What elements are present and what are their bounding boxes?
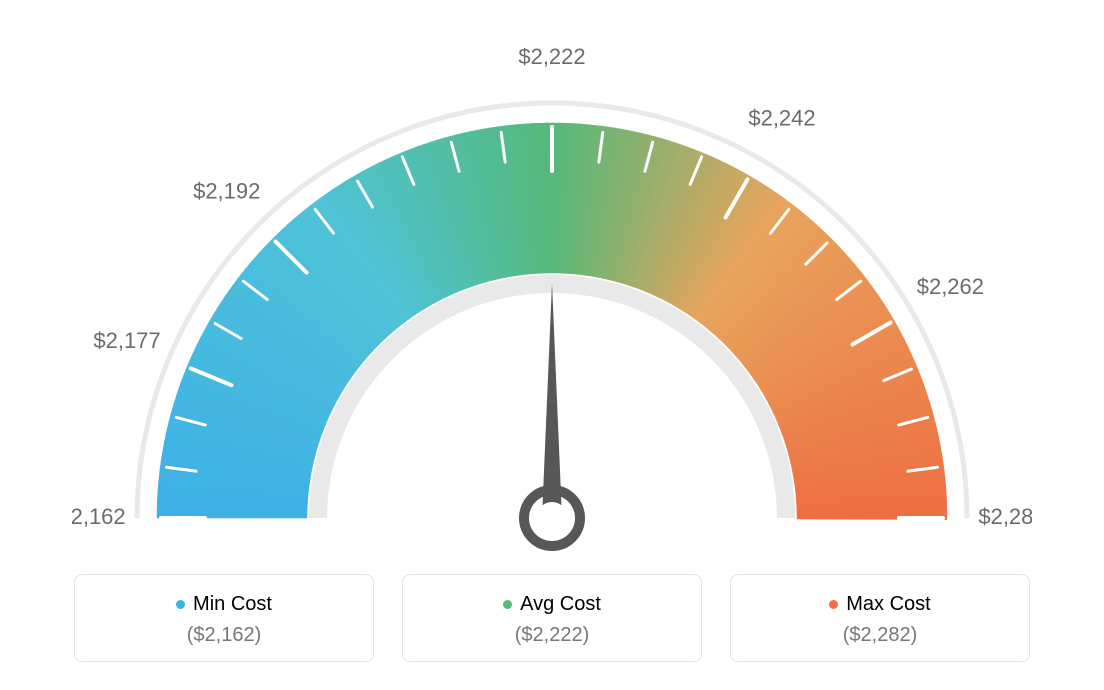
legend-value-avg: ($2,222) xyxy=(413,624,691,647)
legend-title-text-avg: Avg Cost xyxy=(520,593,601,615)
legend-card-min: Min Cost ($2,162) xyxy=(74,574,374,662)
gauge-tick-label: $2,192 xyxy=(193,179,260,204)
legend-value-max: ($2,282) xyxy=(741,624,1019,647)
legend-row: Min Cost ($2,162) Avg Cost ($2,222) Max … xyxy=(74,574,1030,662)
legend-title-text-min: Min Cost xyxy=(193,593,272,615)
gauge-svg: $2,162 $2,177 $2,192 $2,222 $2,242 $2,262 $2,2… xyxy=(72,48,1032,568)
legend-value-min: ($2,162) xyxy=(85,624,363,647)
gauge-tick-label: $2,222 xyxy=(518,48,585,69)
gauge-tick-label: $2,177 xyxy=(93,328,160,353)
gauge-tick-label: $2,162 xyxy=(72,504,126,529)
legend-dot-min xyxy=(176,600,185,609)
gauge-tick-label: $2,262 xyxy=(917,274,984,299)
gauge-chart: $2,162 $2,177 $2,192 $2,222 $2,242 $2,262 $2,2… xyxy=(72,48,1032,548)
legend-title-max: Max Cost xyxy=(741,593,1019,616)
gauge-tick-label: $2,242 xyxy=(748,105,815,130)
legend-title-min: Min Cost xyxy=(85,593,363,616)
legend-card-avg: Avg Cost ($2,222) xyxy=(402,574,702,662)
legend-dot-avg xyxy=(503,600,512,609)
legend-dot-max xyxy=(829,600,838,609)
legend-card-max: Max Cost ($2,282) xyxy=(730,574,1030,662)
legend-title-text-max: Max Cost xyxy=(846,593,930,615)
legend-title-avg: Avg Cost xyxy=(413,593,691,616)
gauge-tick-label: $2,282 xyxy=(978,504,1032,529)
